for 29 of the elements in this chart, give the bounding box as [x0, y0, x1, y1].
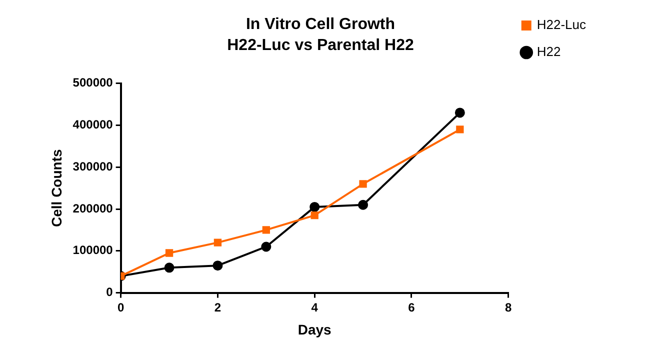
y-tick-label: 200000: [72, 201, 114, 216]
point: [261, 242, 272, 252]
y-axis-title: Cell Counts: [48, 148, 64, 227]
chart-subtitle: H22-Luc vs Parental H22: [227, 37, 414, 54]
y-tick-label: 300000: [72, 159, 114, 174]
x-tick-label: 8: [505, 300, 512, 314]
x-tick-label: 4: [311, 300, 318, 314]
x-tick-label: 0: [118, 300, 124, 314]
point: [456, 126, 464, 134]
point: [212, 260, 223, 271]
point: [165, 249, 174, 257]
x-tick-label: 6: [408, 300, 416, 314]
point: [214, 238, 222, 246]
point: [310, 202, 320, 212]
point: [310, 211, 318, 220]
y-tick-label: 100000: [72, 243, 114, 258]
chart-title: In Vitro Cell Growth: [246, 16, 396, 34]
point: [262, 226, 270, 234]
x-tick-label: 2: [214, 300, 222, 314]
y-tick-label: 500000: [72, 76, 114, 90]
point: [358, 200, 368, 210]
x-axis-title: Days: [298, 321, 332, 338]
y-tick-label: 0: [106, 285, 114, 300]
point: [454, 108, 465, 118]
legend-label: H22-Luc: [536, 17, 586, 32]
y-tick-label: 400000: [72, 118, 114, 132]
point: [359, 180, 367, 188]
legend-label: H22: [536, 44, 561, 60]
point: [164, 262, 174, 273]
